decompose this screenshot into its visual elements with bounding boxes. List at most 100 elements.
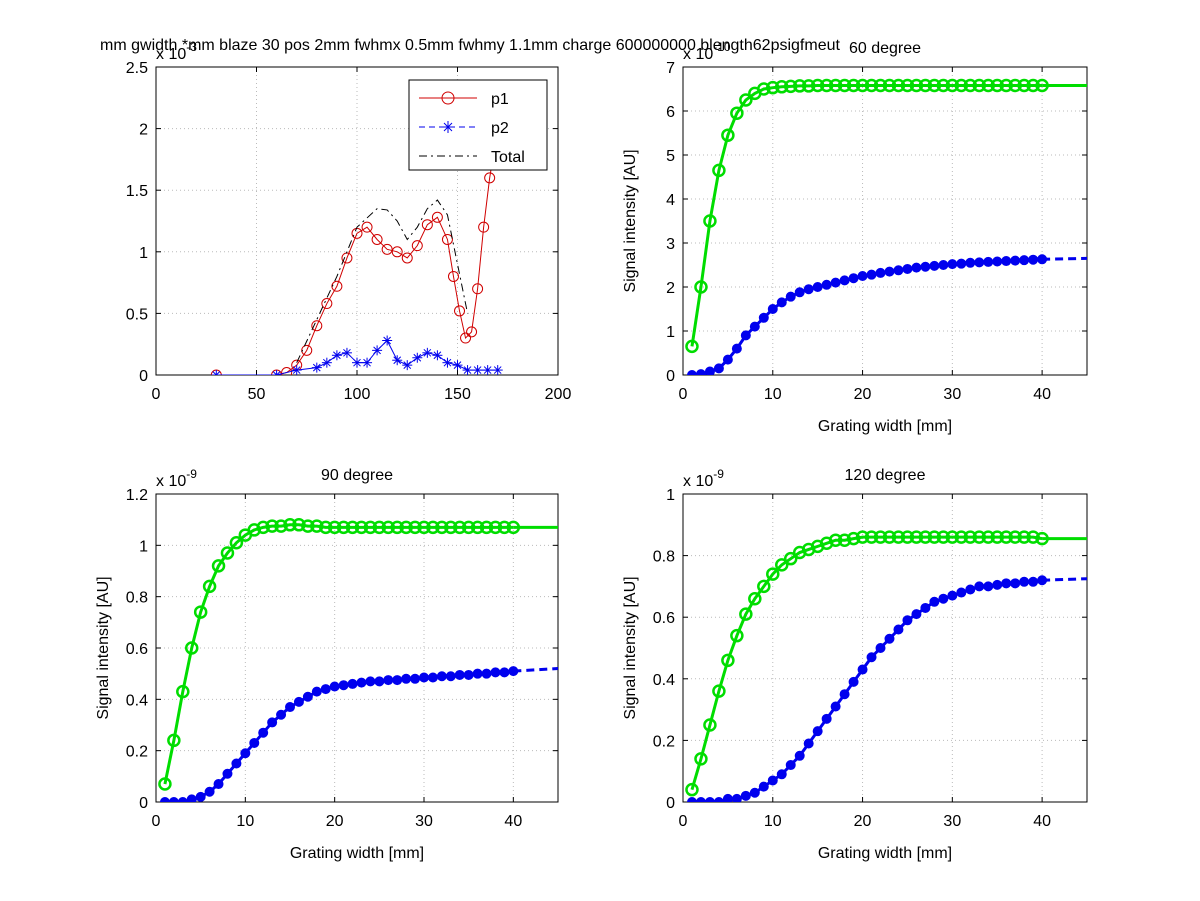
data-point xyxy=(240,748,251,759)
data-point xyxy=(911,609,922,620)
series-extension xyxy=(1042,256,1087,261)
data-point xyxy=(965,257,976,268)
legend-marker xyxy=(441,91,455,105)
data-point xyxy=(1026,78,1040,93)
data-point xyxy=(291,365,302,375)
data-point xyxy=(283,518,297,532)
data-point xyxy=(508,666,519,677)
data-point xyxy=(345,520,360,535)
data-point xyxy=(721,128,735,142)
data-point xyxy=(794,287,805,298)
data-point xyxy=(703,718,717,732)
data-point xyxy=(929,260,940,271)
data-point xyxy=(983,256,994,267)
x-tick-label: 0 xyxy=(679,386,688,403)
data-point xyxy=(963,78,978,93)
data-point xyxy=(730,106,744,120)
data-point xyxy=(685,782,699,797)
series-extension xyxy=(513,667,558,673)
data-point xyxy=(490,667,501,678)
data-point xyxy=(956,587,967,598)
data-point xyxy=(918,78,933,93)
data-point xyxy=(321,357,332,368)
x-tick-label: 20 xyxy=(854,386,872,403)
data-point xyxy=(311,320,323,332)
data-point xyxy=(292,518,306,532)
data-point xyxy=(740,790,751,801)
data-point xyxy=(452,520,467,535)
data-point xyxy=(704,366,715,375)
y-tick-label: 0.5 xyxy=(126,306,148,323)
data-point xyxy=(193,605,208,619)
data-point xyxy=(392,675,403,686)
data-point xyxy=(466,326,478,338)
data-point xyxy=(391,246,403,258)
data-point xyxy=(866,652,877,663)
legend-label-p1: p1 xyxy=(491,91,509,108)
x-tick-label: 20 xyxy=(854,813,872,830)
data-point xyxy=(311,686,322,697)
y-exponent-label: x 10-9 xyxy=(156,467,197,490)
data-point xyxy=(479,520,494,535)
data-point xyxy=(327,520,342,535)
data-point xyxy=(211,370,222,375)
data-point xyxy=(213,779,224,790)
y-tick-label: 1.2 xyxy=(126,487,148,504)
data-point xyxy=(963,530,978,544)
data-point xyxy=(695,797,706,802)
y-tick-label: 0.6 xyxy=(653,610,675,627)
data-point xyxy=(882,78,897,93)
data-point xyxy=(855,78,870,93)
data-point xyxy=(399,520,413,535)
data-point xyxy=(231,758,242,769)
data-point xyxy=(900,530,915,544)
x-axis-label: Grating width [mm] xyxy=(818,418,952,435)
data-point xyxy=(445,671,456,682)
data-point xyxy=(452,360,463,371)
x-tick-label: 30 xyxy=(943,813,961,830)
data-point xyxy=(488,520,503,535)
x-tick-label: 0 xyxy=(152,386,161,403)
data-point xyxy=(775,80,789,94)
data-point xyxy=(875,643,886,653)
data-point xyxy=(810,78,825,93)
data-point xyxy=(256,520,270,535)
data-point xyxy=(159,797,170,802)
data-point xyxy=(320,684,331,695)
data-point xyxy=(347,678,358,689)
x-tick-label: 40 xyxy=(1033,386,1051,403)
data-point xyxy=(301,519,315,533)
y-tick-label: 6 xyxy=(666,104,675,121)
data-point xyxy=(392,355,403,366)
subplot-top-left: 0 50 100 150 200 0 0.5 1 1.5 2 2.5 x 10-3 p1 p2 Total xyxy=(126,40,572,403)
data-point xyxy=(920,261,931,272)
data-point xyxy=(837,533,852,547)
data-point xyxy=(713,797,724,802)
y-tick-label: 2.5 xyxy=(126,60,148,77)
data-point xyxy=(431,211,443,223)
data-point xyxy=(837,78,852,93)
data-point xyxy=(990,530,1004,544)
data-point xyxy=(204,786,215,797)
data-point xyxy=(812,282,823,292)
x-tick-label: 200 xyxy=(545,386,572,403)
data-point xyxy=(1035,531,1049,546)
series-line xyxy=(216,339,498,375)
legend: p1 p2 Total xyxy=(408,79,548,171)
data-point xyxy=(766,80,780,95)
data-point xyxy=(803,284,814,295)
axes-frame xyxy=(682,66,1088,376)
data-point xyxy=(999,530,1013,544)
series-line xyxy=(296,199,469,363)
data-point xyxy=(482,365,493,375)
data-point xyxy=(363,520,378,535)
plot-area xyxy=(683,67,1087,375)
data-point xyxy=(1010,255,1021,266)
data-point xyxy=(470,520,485,535)
x-axis-label: Grating width [mm] xyxy=(290,845,424,862)
data-point xyxy=(276,709,287,720)
data-point xyxy=(354,520,369,535)
data-point xyxy=(1008,530,1022,544)
data-point xyxy=(1017,78,1031,93)
data-point xyxy=(722,354,733,365)
